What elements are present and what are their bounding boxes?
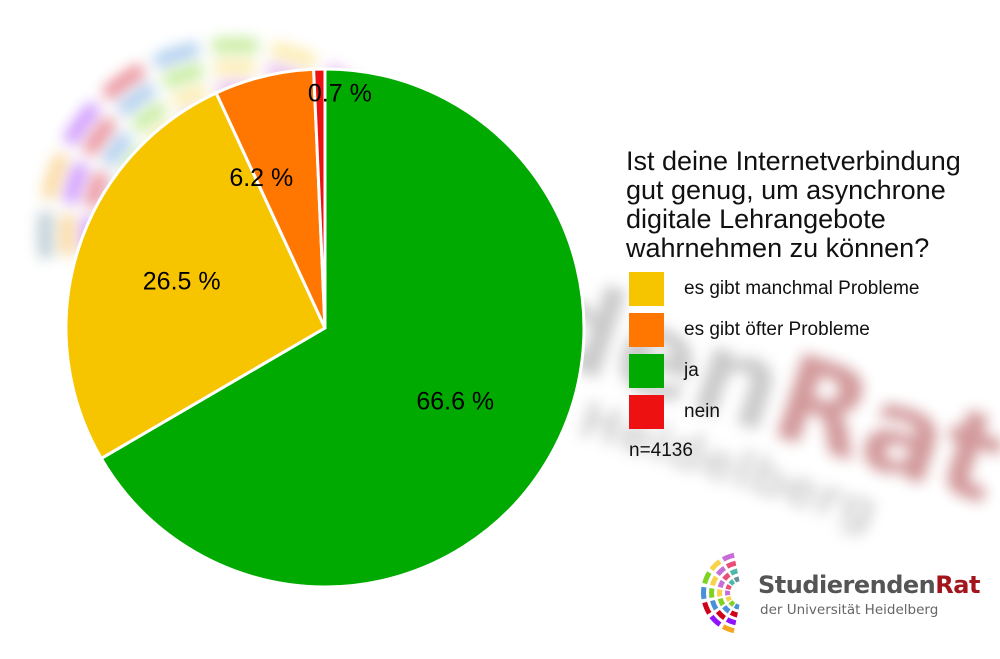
logo-arc-segment	[725, 584, 732, 591]
logo-arc-segment	[701, 586, 707, 600]
logo-arc-segment	[717, 597, 726, 607]
watermark-arc-segment	[130, 101, 168, 134]
legend-item-oefter: es gibt öfter Probleme	[629, 309, 920, 350]
logo-subtitle: der Universität Heidelberg	[760, 602, 939, 618]
legend-item-nein: nein	[629, 391, 920, 432]
logo-arc-segment	[709, 614, 722, 627]
logo-arc-segment	[725, 617, 737, 626]
logo-arc-segment	[710, 599, 719, 611]
legend-label-oefter: es gibt öfter Probleme	[684, 318, 870, 340]
chart-legend: es gibt manchmal Probleme es gibt öfter …	[629, 268, 920, 432]
sample-size-label: n=4136	[629, 440, 693, 461]
watermark-arc-segment	[63, 161, 89, 204]
watermark-arc-segment	[214, 59, 256, 76]
logo-arc-segment	[702, 571, 712, 585]
legend-label-ja: ja	[684, 359, 699, 381]
watermark-arc-segment	[41, 152, 69, 200]
logo-name: StudierendenRat	[758, 571, 980, 599]
logo-arc-segment	[728, 579, 736, 586]
legend-item-ja: ja	[629, 350, 920, 391]
watermark-arc-segment	[59, 214, 76, 256]
logo-arc-segment	[721, 624, 735, 634]
logo-arc-segment	[722, 605, 731, 614]
pie-slice-manchmal	[64, 91, 327, 460]
watermark-arc-segment	[38, 211, 54, 259]
pie-slice-ja	[99, 67, 586, 589]
watermark-arc-segment	[116, 82, 157, 117]
legend-swatch-ja	[629, 353, 664, 388]
watermark-arc-segment	[270, 41, 318, 69]
watermark-arc-segment	[84, 170, 109, 209]
watermark-arc-segment	[101, 130, 134, 168]
legend-label-manchmal: es gibt manchmal Probleme	[684, 277, 920, 299]
pie-label-oefter: 6.2 %	[229, 164, 293, 192]
logo-arc-segment	[733, 603, 740, 610]
logo-arc-segment	[725, 560, 737, 569]
logo-arc-segment	[702, 601, 712, 615]
logo-arc-segment	[709, 559, 722, 572]
logo-arc-icon	[701, 552, 740, 634]
watermark-arc-segment	[170, 84, 209, 109]
pie-label-manchmal: 26.5 %	[143, 268, 221, 296]
chart-title: Ist deine Internetverbindung gut genug, …	[626, 146, 961, 263]
legend-item-manchmal: es gibt manchmal Probleme	[629, 268, 920, 309]
legend-swatch-oefter	[629, 312, 664, 347]
logo-arc-segment	[717, 589, 723, 597]
logo-arc-segment	[717, 579, 726, 589]
logo-arc-segment	[725, 590, 731, 596]
logo-arc-segment	[729, 568, 738, 576]
pie-label-nein: 0.7 %	[308, 80, 372, 108]
logo-arc-segment	[728, 600, 736, 607]
watermark-arc-segment	[161, 63, 204, 89]
logo-arc-segment	[725, 595, 732, 602]
logo-arc-segment	[709, 587, 715, 599]
logo-arc-segment	[715, 610, 726, 621]
watermark-arc-segment	[211, 38, 259, 54]
watermark-arc-segment	[62, 101, 101, 146]
legend-swatch-manchmal	[629, 271, 664, 306]
pie-slice-nein	[312, 67, 327, 330]
logo-arc-segment	[729, 610, 738, 618]
logo-arc-segment	[715, 565, 726, 576]
studierendenrat-logo: StudierendenRat der Universität Heidelbe…	[690, 548, 980, 638]
logo-arc-segment	[721, 552, 735, 562]
watermark-arc-segment	[82, 116, 117, 157]
logo-arc-segment	[710, 575, 719, 587]
watermark-arc-segment	[101, 62, 146, 101]
legend-swatch-nein	[629, 394, 664, 429]
logo-arc-segment	[722, 572, 731, 581]
logo-arc-segment	[733, 576, 740, 583]
pie-label-ja: 66.6 %	[416, 387, 494, 415]
legend-label-nein: nein	[684, 400, 720, 422]
watermark-arc-segment	[152, 41, 200, 69]
